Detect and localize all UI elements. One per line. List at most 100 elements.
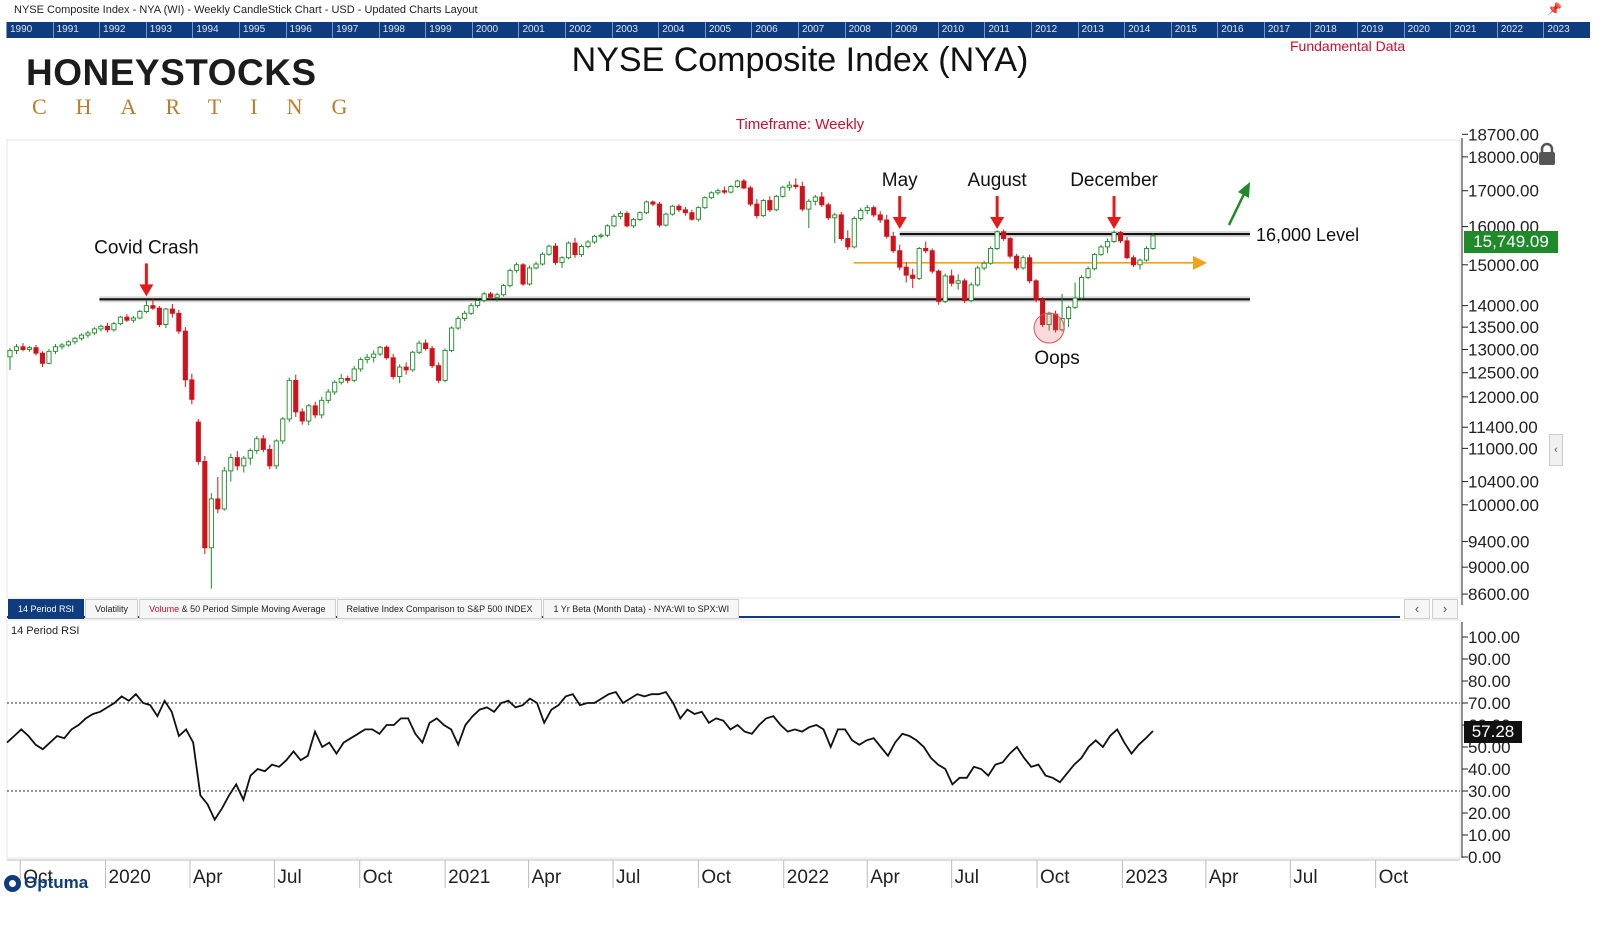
candle-body [1150,235,1156,249]
year-tab[interactable]: 2001 [518,22,565,38]
year-navigation-bar[interactable]: 1990 1991 1992 1993 1994 1995 1996 1997 1998 1999… [6,22,1590,38]
candle-body [591,235,598,243]
candle-body [585,241,591,247]
candle-body [1072,297,1078,308]
year-tab[interactable]: 2023 [1543,22,1590,38]
candle-body [273,440,279,467]
year-tab[interactable]: 2005 [704,22,752,38]
candle-body [1098,246,1104,256]
candle-body [59,344,65,348]
annotation-label: December [1070,170,1158,191]
candle-body [897,250,903,268]
year-tab[interactable]: 1992 [99,22,146,38]
candle-body [676,205,682,211]
fundamental-data-link[interactable]: Fundamental Data [1290,38,1406,54]
arrow-down-icon [1107,217,1122,230]
candle-body [916,248,922,279]
tab-next-button[interactable]: › [1432,599,1458,619]
candle-body [747,187,753,205]
rsi-axis-label: 20.00 [1468,804,1511,823]
candle-body [78,334,84,339]
candle-body [1137,259,1143,266]
year-tab[interactable]: 2010 [937,22,985,38]
candle-body [234,457,240,467]
year-tab[interactable]: 2003 [611,22,659,38]
candle-body [832,214,838,219]
year-tab[interactable]: 2022 [1496,22,1544,38]
candle-body [98,325,104,330]
candle-body [384,346,390,359]
year-tab[interactable]: 2018 [1310,22,1357,38]
candle-body [565,242,572,259]
year-tab[interactable]: 2016 [1217,22,1264,38]
candle-body [695,207,701,220]
year-tab[interactable]: 1991 [52,22,100,38]
candle-body [1111,232,1117,243]
year-tab[interactable]: 2019 [1357,22,1404,38]
candle-body [306,405,312,422]
rsi-axis-label: 100.00 [1468,628,1520,647]
candle-body [975,267,981,286]
last-price-tag: 15,749.09 [1464,231,1558,253]
candle-body [1046,313,1052,325]
year-tab[interactable]: 2014 [1124,22,1171,38]
year-tab[interactable]: 1997 [332,22,379,38]
logo-wordmark: HONEYSTOCKS [26,52,317,93]
year-tab[interactable]: 1990 [6,22,53,38]
chevron-left-icon[interactable]: ‹ [1549,434,1563,466]
indicator-tab[interactable]: Volatility [85,599,139,619]
rsi-panel [6,619,1461,859]
year-tab[interactable]: 2012 [1030,22,1078,38]
year-tab[interactable]: 1999 [425,22,472,38]
indicator-tab[interactable]: 1 Yr Beta (Month Data) - NYA:WI to SPX:W… [543,599,740,619]
indicator-tab[interactable]: Relative Index Comparison to S&P 500 IND… [336,599,543,619]
candle-body [319,399,325,416]
year-tab[interactable]: 2021 [1450,22,1497,38]
candle-body [455,318,461,329]
candle-body [481,293,487,302]
year-tab[interactable]: 1995 [238,22,286,38]
year-tab[interactable]: 2013 [1077,22,1125,38]
candle-body [533,263,539,269]
rsi-axis-label: 80.00 [1468,672,1511,691]
candle-body [1124,240,1130,259]
price-axis-label: 11400.00 [1468,418,1538,437]
year-tab[interactable]: 2007 [798,22,845,38]
year-tab[interactable]: 2009 [891,22,938,38]
annotation-label: Oops [1034,348,1079,369]
candle-body [708,192,714,199]
year-tab[interactable]: 2002 [565,22,612,38]
year-tab[interactable]: 1998 [378,22,426,38]
year-tab[interactable]: 2004 [658,22,705,38]
year-tab[interactable]: 1996 [285,22,333,38]
candle-body [669,205,675,215]
year-tab[interactable]: 2017 [1263,22,1311,38]
year-tab[interactable]: 2020 [1403,22,1451,38]
time-axis-label: Oct [1040,867,1070,888]
candle-body [741,180,747,189]
year-tab[interactable]: 2000 [471,22,519,38]
candle-body [397,366,403,377]
time-axis-label: Apr [870,867,900,888]
year-tab[interactable]: 2006 [751,22,798,38]
pin-icon[interactable]: 📌 [1547,2,1562,16]
rsi-axis-label: 40.00 [1468,760,1511,779]
year-tab[interactable]: 2015 [1170,22,1218,38]
indicator-tab[interactable]: Volume & 50 Period Simple Moving Average [139,599,336,619]
tab-prev-button[interactable]: ‹ [1404,599,1430,619]
year-tab[interactable]: 1993 [145,22,193,38]
candle-body [845,238,851,248]
candle-body [988,248,994,264]
candle-body [176,312,182,332]
candle-body [728,186,734,193]
candle-body [267,449,273,467]
year-tab[interactable]: 1994 [192,22,239,38]
lock-icon[interactable] [1536,142,1558,166]
candle-body [1117,232,1124,242]
candle-body [1092,254,1098,270]
year-tab[interactable]: 2008 [844,22,892,38]
indicator-tab[interactable]: 14 Period RSI [8,599,85,619]
price-axis-label: 14000.00 [1468,297,1539,316]
year-tab[interactable]: 2011 [984,22,1031,38]
